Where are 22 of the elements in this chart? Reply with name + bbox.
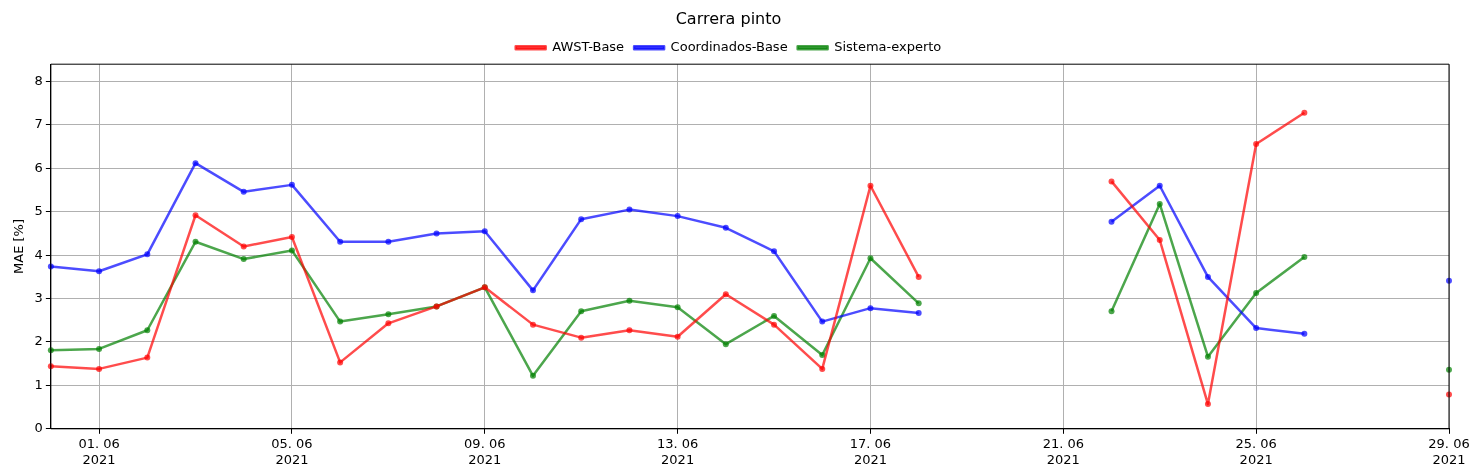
x-tick-label: 09. 06 2021 [464,435,506,467]
legend-label: Sistema-experto [834,39,942,55]
legend-label: Coordinados-Base [670,39,788,55]
y-tick-label: 4 [34,246,43,262]
x-tick-label: 13. 06 2021 [656,435,699,467]
y-tick-label: 0 [34,420,43,436]
x-tick-label: 05. 06 2021 [271,435,313,467]
y-tick-label: 2 [34,333,43,349]
x-tick-label: 25. 06 2021 [1235,435,1277,467]
y-tick-label: 1 [34,376,43,392]
y-axis-title: MAE [%] [11,219,27,274]
x-tick-label: 29. 06 2021 [1428,435,1470,467]
y-tick-label: 8 [34,72,43,88]
y-tick-label: 6 [34,159,43,175]
x-tick-label: 01. 06 2021 [78,435,120,467]
x-tick-label: 17. 06 2021 [849,435,892,467]
y-tick-label: 5 [34,203,43,219]
x-tick-label: 21. 06 2021 [1042,435,1084,467]
y-tick-label: 7 [34,116,43,132]
chart-title: Carrera pinto [675,8,782,28]
y-tick-label: 3 [34,289,43,305]
legend-label: AWST-Base [552,39,625,55]
